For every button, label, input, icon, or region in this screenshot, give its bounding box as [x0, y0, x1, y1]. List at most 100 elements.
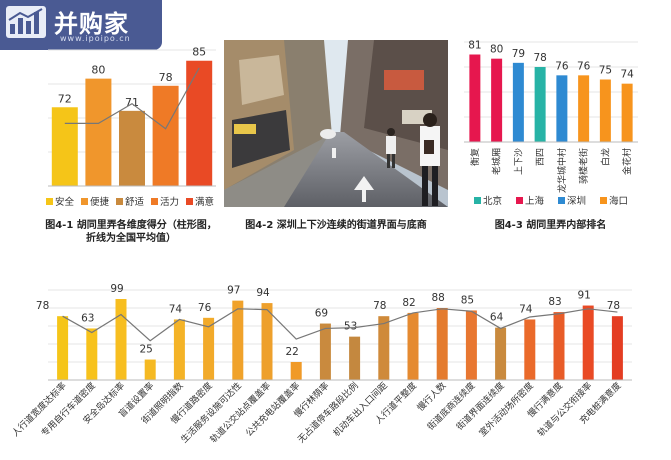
legend-swatch [46, 198, 53, 205]
legend-swatch [151, 198, 158, 205]
logo-chart-glyph [8, 8, 43, 34]
category-label: 衡复 [469, 148, 481, 166]
bar [86, 328, 98, 380]
legend-label: 深圳 [567, 196, 586, 207]
bar [51, 107, 78, 186]
bar [582, 305, 594, 380]
bar [599, 79, 611, 142]
data-label: 94 [256, 287, 270, 299]
bar [261, 303, 273, 380]
bar [186, 60, 213, 186]
legend-swatch [81, 198, 88, 205]
legend-label: 上海 [525, 195, 545, 207]
bar [119, 110, 145, 186]
bar [469, 54, 481, 142]
legend-label: 海口 [609, 195, 628, 207]
data-label: 81 [468, 40, 481, 52]
data-label: 88 [432, 292, 445, 304]
bar [144, 359, 156, 380]
legend-swatch [186, 198, 193, 205]
data-label: 78 [607, 300, 620, 312]
data-label: 76 [555, 60, 569, 72]
bar [290, 362, 302, 380]
bar [203, 317, 215, 380]
data-label: 72 [58, 92, 72, 105]
bar [319, 323, 331, 380]
data-label: 99 [110, 283, 123, 295]
bar [232, 300, 244, 380]
category-label: 白龙 [599, 148, 611, 166]
bar [578, 75, 590, 142]
average-line [62, 308, 618, 342]
data-label: 78 [159, 71, 173, 84]
caption-fig2: 图4-2 深圳上下沙连续的街道界面与底商 [245, 220, 427, 231]
bar [534, 67, 546, 142]
bar [173, 319, 185, 380]
data-label: 74 [620, 69, 634, 81]
legend-label: 舒适 [125, 196, 145, 208]
data-label: 78 [533, 52, 546, 64]
data-label: 25 [140, 344, 153, 356]
bar [491, 58, 503, 142]
logo-name: 并购家 [54, 10, 129, 38]
data-label: 85 [461, 294, 474, 306]
bar [465, 310, 477, 380]
bar [495, 327, 507, 380]
legend-swatch [474, 197, 481, 204]
data-label: 91 [578, 290, 591, 302]
bar [556, 75, 568, 142]
legend-label: 满意 [195, 196, 214, 208]
data-label: 64 [490, 312, 504, 324]
data-label: 53 [344, 321, 357, 333]
category-label: 金花村 [621, 148, 633, 175]
logo-url: www.ipoipo.cn [60, 34, 131, 43]
bar [611, 316, 623, 380]
logo-chart-icon [6, 6, 46, 38]
bar [512, 62, 524, 142]
legend-label: 安全 [55, 196, 75, 208]
caption-fig3: 图4-3 胡同里弄内部排名 [494, 220, 607, 231]
bar [524, 319, 536, 380]
bar [621, 83, 633, 142]
data-label: 76 [198, 302, 212, 314]
site-logo: 并购家 www.ipoipo.cn [0, 0, 162, 50]
bar [378, 316, 390, 380]
legend-swatch [116, 198, 123, 205]
data-label: 80 [490, 44, 503, 56]
bar [407, 312, 419, 380]
chart-indicator-scores: 78人行道宽度达标率63专用自行车道密度99安全岛达标率25盲道设置率74街道照… [9, 283, 632, 445]
data-label: 74 [169, 303, 183, 315]
data-label: 74 [519, 303, 533, 315]
category-label: 西四 [535, 148, 546, 166]
street-scene-illustration [224, 40, 448, 207]
caption-fig1: 图4-1 胡同里弄各维度得分（柱形图，折线为全国平均值） [45, 220, 217, 244]
category-label: 龙华城中村 [556, 148, 568, 193]
data-label: 69 [315, 308, 328, 320]
legend-label: 便捷 [90, 196, 110, 208]
data-label: 78 [36, 300, 49, 312]
legend-swatch [516, 197, 523, 204]
legend-label: 活力 [160, 196, 179, 208]
bar [152, 85, 179, 186]
chart-internal-ranking: 81 衡复 80 老城厢 79 上下沙 78 西四 76 龙华城中村 76 骑楼老街 75 白龙 74 金花村… [464, 40, 638, 207]
category-label: 上下沙 [513, 148, 524, 175]
data-label: 97 [227, 285, 240, 297]
data-label: 80 [91, 64, 105, 77]
data-label: 22 [286, 346, 299, 358]
bar [553, 312, 565, 380]
data-label: 75 [599, 65, 612, 77]
legend-swatch [558, 197, 565, 204]
legend-swatch [600, 197, 607, 204]
data-label: 63 [81, 312, 94, 324]
bar [115, 299, 127, 380]
legend-label: 北京 [483, 195, 502, 207]
data-label: 78 [373, 300, 386, 312]
category-label: 老城厢 [491, 148, 503, 175]
data-label: 79 [512, 48, 525, 60]
bar [436, 308, 448, 380]
data-label: 76 [577, 60, 591, 72]
category-label: 骑楼老街 [578, 148, 590, 184]
average-line [64, 67, 200, 130]
bar [57, 316, 69, 380]
